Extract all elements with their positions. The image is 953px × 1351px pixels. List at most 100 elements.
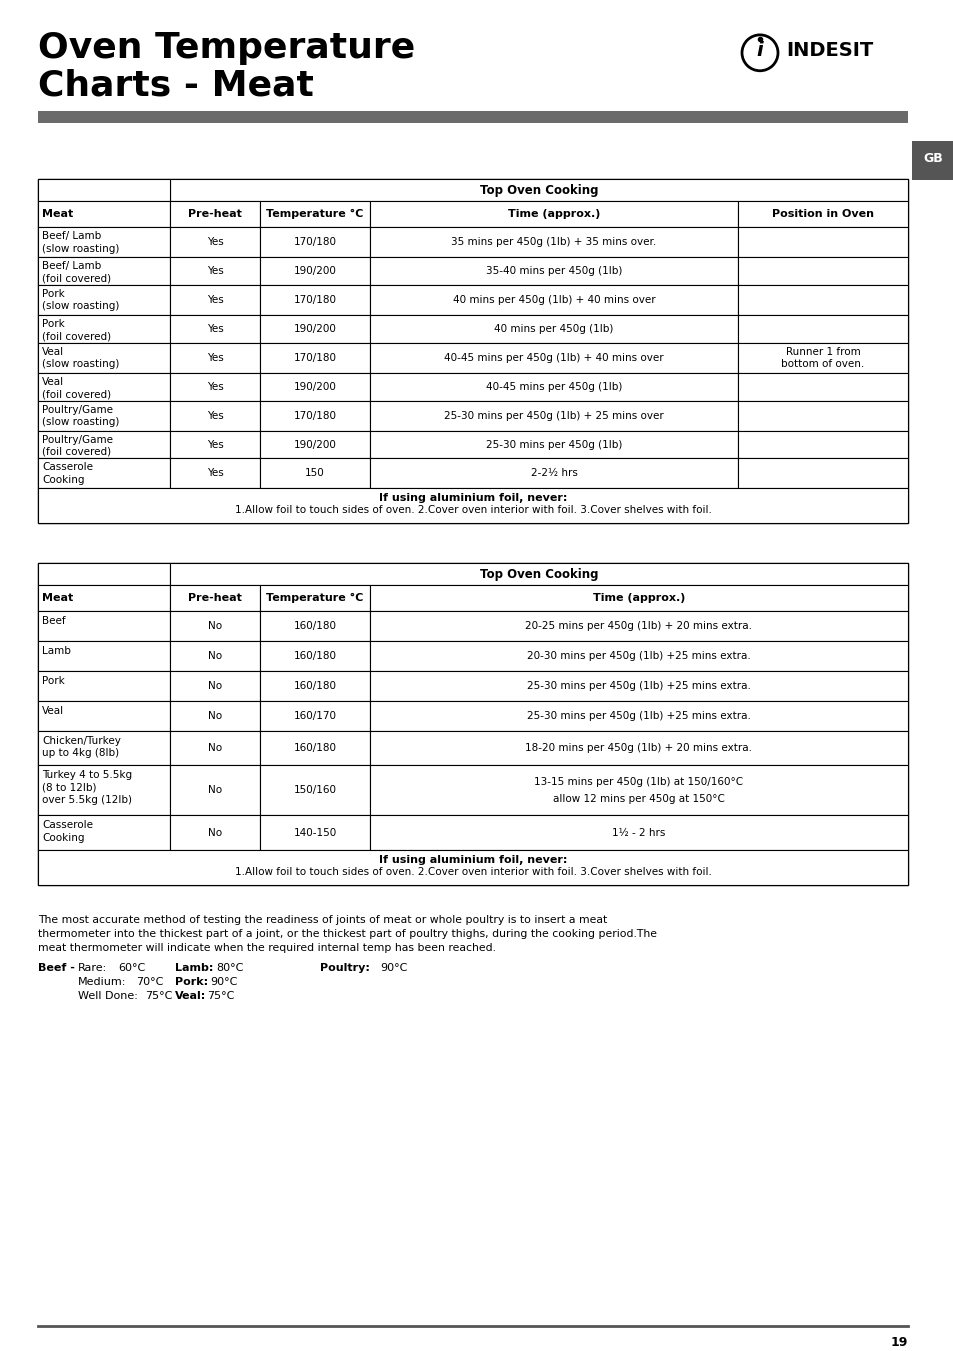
Bar	[370, 373, 738, 401]
Text: 25-30 mins per 450g (1lb) +25 mins extra.: 25-30 mins per 450g (1lb) +25 mins extra…	[526, 681, 750, 690]
Text: GB: GB	[923, 151, 942, 165]
Bar	[370, 201, 738, 227]
Text: No: No	[208, 828, 222, 838]
Text: If using aluminium foil, never:: If using aluminium foil, never:	[378, 493, 567, 504]
Text: 75°C: 75°C	[207, 990, 234, 1001]
Text: meat thermometer will indicate when the required internal temp has been reached.: meat thermometer will indicate when the …	[38, 943, 496, 952]
Bar	[738, 343, 907, 373]
Bar	[38, 111, 907, 123]
Text: 75°C: 75°C	[145, 990, 172, 1001]
Bar	[38, 850, 907, 885]
Text: 190/200: 190/200	[294, 266, 336, 276]
Bar	[170, 285, 260, 315]
Text: 90°C: 90°C	[210, 977, 237, 986]
Text: Poultry/Game
(slow roasting): Poultry/Game (slow roasting)	[42, 405, 119, 427]
Text: 170/180: 170/180	[294, 411, 336, 420]
Text: 40 mins per 450g (1lb) + 40 mins over: 40 mins per 450g (1lb) + 40 mins over	[453, 295, 655, 305]
Bar	[38, 257, 170, 285]
Text: 2-2½ hrs: 2-2½ hrs	[530, 469, 577, 478]
Bar	[170, 640, 260, 670]
Text: 190/200: 190/200	[294, 439, 336, 450]
Bar	[260, 585, 370, 611]
Text: allow 12 mins per 450g at 150°C: allow 12 mins per 450g at 150°C	[553, 793, 724, 804]
Text: 140-150: 140-150	[294, 828, 336, 838]
Text: Veal: Veal	[42, 705, 64, 716]
Bar	[38, 563, 907, 885]
Bar	[370, 285, 738, 315]
Bar	[260, 815, 370, 850]
Text: No: No	[208, 651, 222, 661]
Bar	[260, 201, 370, 227]
Bar	[38, 180, 170, 201]
Bar	[260, 766, 370, 815]
Bar	[260, 343, 370, 373]
Bar	[260, 285, 370, 315]
Bar	[370, 611, 907, 640]
Text: If using aluminium foil, never:: If using aluminium foil, never:	[378, 855, 567, 865]
Bar	[170, 257, 260, 285]
Bar	[170, 766, 260, 815]
Text: 170/180: 170/180	[294, 353, 336, 363]
Bar	[38, 285, 170, 315]
Text: 40-45 mins per 450g (1lb) + 40 mins over: 40-45 mins per 450g (1lb) + 40 mins over	[444, 353, 663, 363]
Text: Lamb:: Lamb:	[174, 963, 213, 973]
Text: 160/170: 160/170	[294, 711, 336, 720]
Bar	[170, 563, 907, 585]
Bar	[170, 585, 260, 611]
Bar	[260, 458, 370, 488]
Bar	[170, 611, 260, 640]
Circle shape	[741, 35, 778, 70]
Text: 150/160: 150/160	[294, 785, 336, 796]
Text: Temperature °C: Temperature °C	[266, 209, 363, 219]
Text: 20-30 mins per 450g (1lb) +25 mins extra.: 20-30 mins per 450g (1lb) +25 mins extra…	[527, 651, 750, 661]
Text: Yes: Yes	[207, 439, 223, 450]
Text: 25-30 mins per 450g (1lb): 25-30 mins per 450g (1lb)	[485, 439, 621, 450]
Bar	[170, 180, 907, 201]
Text: Casserole
Cooking: Casserole Cooking	[42, 820, 92, 843]
Text: Top Oven Cooking: Top Oven Cooking	[479, 567, 598, 581]
Text: Beef/ Lamb
(foil covered): Beef/ Lamb (foil covered)	[42, 261, 111, 284]
Text: 40-45 mins per 450g (1lb): 40-45 mins per 450g (1lb)	[485, 382, 621, 392]
Bar	[738, 201, 907, 227]
Text: 40 mins per 450g (1lb): 40 mins per 450g (1lb)	[494, 324, 613, 334]
Text: 13-15 mins per 450g (1lb) at 150/160°C: 13-15 mins per 450g (1lb) at 150/160°C	[534, 777, 742, 788]
Text: Time (approx.): Time (approx.)	[592, 593, 684, 603]
Text: Position in Oven: Position in Oven	[771, 209, 873, 219]
Bar	[38, 701, 170, 731]
Bar	[170, 401, 260, 431]
Text: The most accurate method of testing the readiness of joints of meat or whole pou: The most accurate method of testing the …	[38, 915, 607, 925]
Bar	[738, 373, 907, 401]
Text: 90°C: 90°C	[379, 963, 407, 973]
Bar	[370, 701, 907, 731]
Text: 25-30 mins per 450g (1lb) + 25 mins over: 25-30 mins per 450g (1lb) + 25 mins over	[444, 411, 663, 420]
Bar	[370, 670, 907, 701]
Bar	[38, 180, 907, 523]
Text: Veal
(slow roasting): Veal (slow roasting)	[42, 347, 119, 369]
Text: Veal
(foil covered): Veal (foil covered)	[42, 377, 111, 399]
Text: 20-25 mins per 450g (1lb) + 20 mins extra.: 20-25 mins per 450g (1lb) + 20 mins extr…	[525, 621, 752, 631]
Bar	[38, 670, 170, 701]
Text: Pre-heat: Pre-heat	[188, 209, 242, 219]
Bar	[38, 488, 907, 523]
Bar	[170, 815, 260, 850]
Text: Yes: Yes	[207, 382, 223, 392]
Text: Temperature °C: Temperature °C	[266, 593, 363, 603]
Bar	[38, 563, 170, 585]
Text: thermometer into the thickest part of a joint, or the thickest part of poultry t: thermometer into the thickest part of a …	[38, 929, 657, 939]
Bar	[260, 640, 370, 670]
Text: Casserole
Cooking: Casserole Cooking	[42, 462, 92, 485]
Text: 1.Allow foil to touch sides of oven. 2.Cover oven interior with foil. 3.Cover sh: 1.Allow foil to touch sides of oven. 2.C…	[234, 505, 711, 515]
Text: Medium:: Medium:	[78, 977, 126, 986]
Text: Meat: Meat	[42, 593, 73, 603]
Bar	[738, 401, 907, 431]
Text: Yes: Yes	[207, 295, 223, 305]
Bar	[38, 373, 170, 401]
Text: No: No	[208, 711, 222, 720]
Bar	[38, 640, 170, 670]
Bar	[38, 431, 170, 458]
Bar	[260, 701, 370, 731]
Text: Lamb: Lamb	[42, 646, 71, 655]
Bar	[38, 201, 170, 227]
Text: Yes: Yes	[207, 469, 223, 478]
Text: No: No	[208, 681, 222, 690]
